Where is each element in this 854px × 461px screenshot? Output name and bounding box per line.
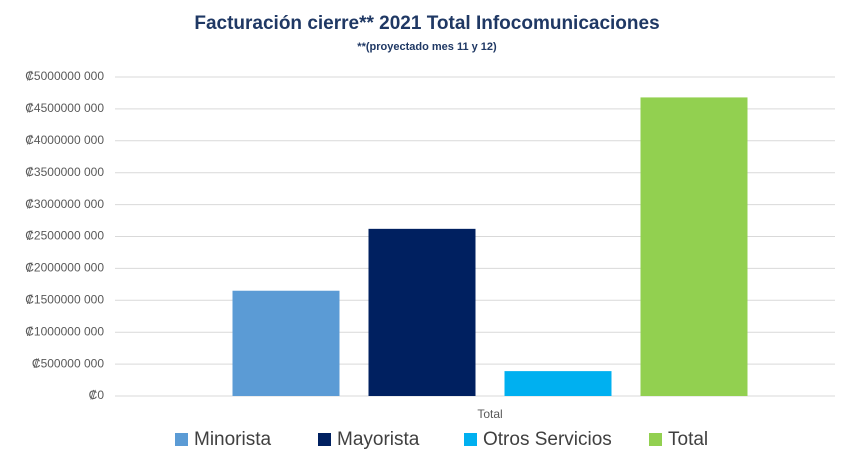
bar <box>232 290 340 396</box>
y-tick-label: ₡0 <box>89 388 105 402</box>
legend-swatch <box>649 433 662 446</box>
legend-label: Total <box>668 429 708 450</box>
legend-swatch <box>175 433 188 446</box>
y-tick-label: ₡3500000 000 <box>25 165 104 179</box>
legend-swatch <box>318 433 331 446</box>
y-tick-label: ₡1500000 000 <box>25 292 104 306</box>
bar <box>640 97 748 396</box>
bar <box>368 228 476 396</box>
y-tick-label: ₡2500000 000 <box>25 229 104 243</box>
y-tick-label: ₡5000000 000 <box>25 69 104 83</box>
y-tick-label: ₡4500000 000 <box>25 101 104 115</box>
y-tick-label: ₡500000 000 <box>32 356 104 370</box>
chart-title: Facturación cierre** 2021 Total Infocomu… <box>194 13 659 34</box>
legend-label: Otros Servicios <box>483 429 612 450</box>
legend-swatch <box>464 433 477 446</box>
y-tick-label: ₡2000000 000 <box>25 261 104 275</box>
y-tick-label: ₡3000000 000 <box>25 197 104 211</box>
legend-label: Mayorista <box>337 429 420 450</box>
bar <box>504 371 612 396</box>
y-tick-label: ₡4000000 000 <box>25 133 104 147</box>
legend-label: Minorista <box>194 429 272 450</box>
x-tick-label: Total <box>477 407 502 421</box>
chart-subtitle: **(proyectado mes 11 y 12) <box>357 41 497 53</box>
y-tick-label: ₡1000000 000 <box>25 324 104 338</box>
